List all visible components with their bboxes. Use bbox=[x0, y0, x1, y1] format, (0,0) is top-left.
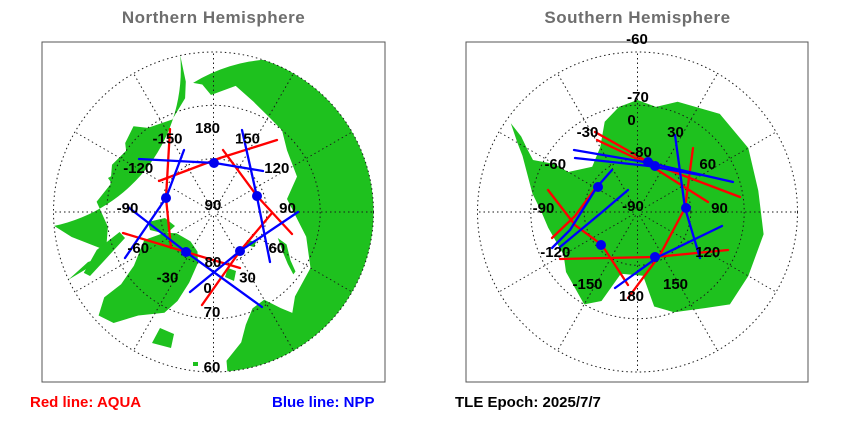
longitude-label: 150 bbox=[235, 131, 260, 148]
satellite-position-marker bbox=[235, 246, 245, 256]
latitude-circle bbox=[159, 158, 268, 266]
satellite-position-marker bbox=[650, 161, 660, 171]
longitude-label: 90 bbox=[711, 200, 728, 217]
satellite-position-marker bbox=[209, 158, 219, 168]
landmass bbox=[152, 328, 174, 348]
latitude-label: 90 bbox=[205, 197, 222, 214]
longitude-label: 60 bbox=[268, 240, 285, 257]
longitude-label: 120 bbox=[264, 160, 289, 177]
latitude-circle bbox=[530, 104, 745, 320]
latitude-circle bbox=[583, 158, 692, 266]
latitude-label: -80 bbox=[630, 144, 652, 161]
aqua-track bbox=[546, 188, 630, 287]
landmass bbox=[83, 232, 125, 276]
landmass bbox=[108, 170, 128, 188]
meridian-line bbox=[639, 215, 718, 351]
longitude-label: 180 bbox=[619, 288, 644, 305]
satellite-position-marker bbox=[161, 193, 171, 203]
landmass bbox=[54, 55, 186, 280]
meridian-line bbox=[215, 215, 294, 351]
latitude-label: 80 bbox=[205, 254, 222, 271]
latitude-label: 60 bbox=[204, 359, 221, 376]
meridian-line bbox=[216, 213, 353, 293]
latitude-circle bbox=[477, 51, 798, 373]
longitude-label: 0 bbox=[203, 280, 211, 297]
legend-row: Red line: AQUA Blue line: NPP TLE Epoch:… bbox=[0, 394, 850, 416]
meridian-line bbox=[498, 213, 635, 293]
longitude-label: 60 bbox=[699, 156, 716, 173]
graticule bbox=[53, 51, 374, 373]
longitude-label: -60 bbox=[544, 156, 566, 173]
longitude-label: -120 bbox=[540, 244, 570, 261]
satellite-position-marker bbox=[596, 240, 606, 250]
longitude-label: 120 bbox=[695, 244, 720, 261]
meridian-line bbox=[216, 131, 353, 211]
latitude-label: 70 bbox=[204, 304, 221, 321]
landmass bbox=[126, 150, 142, 164]
legend-npp-label: Blue line: NPP bbox=[272, 394, 375, 411]
longitude-label: -90 bbox=[533, 200, 555, 217]
meridian-line bbox=[133, 215, 212, 351]
longitude-label: 30 bbox=[239, 269, 256, 286]
meridian-line bbox=[557, 215, 636, 351]
longitude-label: -120 bbox=[123, 160, 153, 177]
longitude-label: 0 bbox=[627, 112, 635, 129]
latitude-label: -60 bbox=[626, 31, 648, 48]
aqua-track bbox=[157, 138, 279, 183]
latitude-label: -70 bbox=[627, 89, 649, 106]
aqua-track bbox=[626, 146, 695, 300]
legend-aqua-label: Red line: AQUA bbox=[30, 394, 142, 411]
landmass bbox=[225, 268, 236, 281]
meridian-line bbox=[498, 131, 635, 211]
longitude-label: 180 bbox=[195, 120, 220, 137]
meridian-line bbox=[640, 131, 777, 211]
satellite-position-marker bbox=[181, 247, 191, 257]
latitude-circle bbox=[53, 51, 374, 373]
npp-track bbox=[550, 168, 614, 250]
legend-tle-epoch: TLE Epoch: 2025/7/7 bbox=[455, 394, 601, 411]
longitude-label: 90 bbox=[279, 200, 296, 217]
labels-layer: 0 30 60 90 120 150 180 -150-120 -90 -60 -30 -90 -80 -… bbox=[533, 31, 728, 305]
satellite-position-marker bbox=[593, 182, 603, 192]
longitude-label: 30 bbox=[667, 124, 684, 141]
satellite-position-marker bbox=[681, 203, 691, 213]
latitude-label: -90 bbox=[622, 198, 644, 215]
satellite-position-marker bbox=[252, 191, 262, 201]
longitude-label: 150 bbox=[663, 276, 688, 293]
south-map-title: Southern Hemisphere bbox=[544, 8, 731, 27]
latitude-circle bbox=[106, 104, 321, 320]
landmass bbox=[98, 232, 198, 323]
longitude-label: -90 bbox=[117, 200, 139, 217]
longitude-label: -150 bbox=[572, 276, 602, 293]
longitude-label: -30 bbox=[577, 124, 599, 141]
landmass bbox=[193, 362, 198, 366]
aqua-track bbox=[550, 184, 599, 240]
land-layer bbox=[54, 55, 374, 372]
landmass bbox=[193, 59, 374, 372]
satellite-position-marker bbox=[650, 252, 660, 262]
longitude-label: -60 bbox=[127, 240, 149, 257]
landmass bbox=[277, 238, 296, 275]
longitude-label: -150 bbox=[152, 131, 182, 148]
north-map-title: Northern Hemisphere bbox=[121, 8, 306, 27]
longitude-label: -30 bbox=[157, 269, 179, 286]
npp-track bbox=[558, 188, 630, 249]
